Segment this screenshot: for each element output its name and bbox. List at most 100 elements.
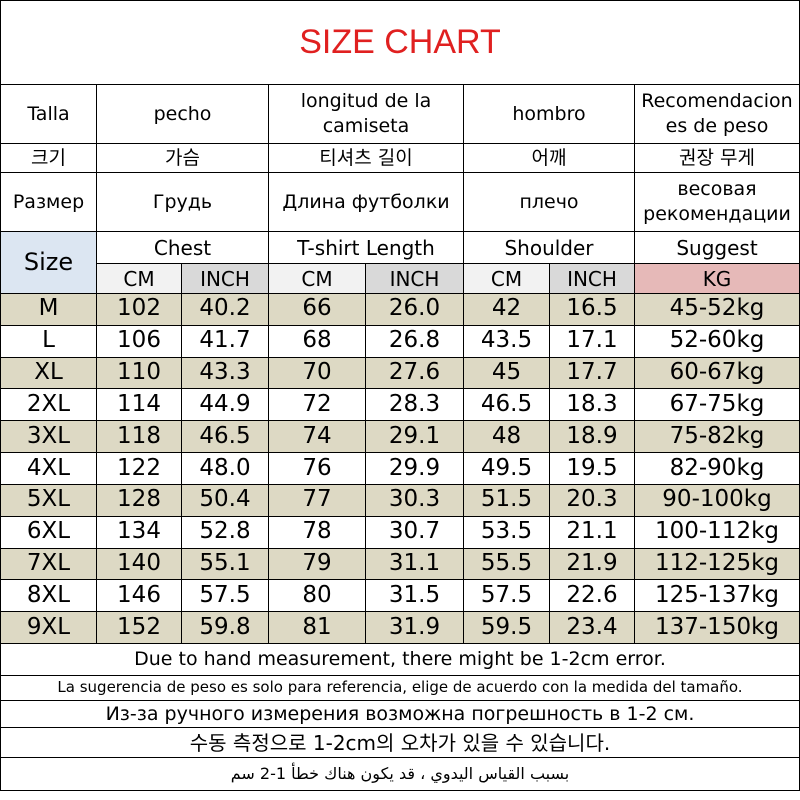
size-cell: M [0,293,97,326]
value-cell: 43.3 [181,356,269,390]
value-cell: 134 [96,515,182,549]
header-cell: 티셔츠 길이 [268,143,464,173]
value-cell: 42 [463,293,550,326]
unit-header: INCH [181,263,269,294]
value-cell: 78 [268,515,366,549]
value-cell: 82-90kg [634,452,800,485]
value-cell: 55.5 [463,547,550,581]
header-cell: 크기 [0,143,97,173]
header-cell: pecho [96,84,269,144]
size-cell: 7XL [0,547,97,581]
value-cell: 23.4 [549,611,635,644]
value-cell: 49.5 [463,452,550,485]
value-cell: 50.4 [181,483,269,517]
header-cell: весовая рекомендации [634,172,800,232]
value-cell: 22.6 [549,579,635,613]
value-cell: 31.9 [365,611,464,644]
value-cell: 52.8 [181,515,269,549]
value-cell: 45 [463,356,550,390]
unit-header: CM [463,263,550,294]
size-label: Size [0,231,97,294]
value-cell: 21.9 [549,547,635,581]
size-cell: 4XL [0,452,97,485]
value-cell: 81 [268,611,366,644]
value-cell: 59.5 [463,611,550,644]
size-cell: XL [0,356,97,390]
value-cell: 68 [268,324,366,358]
value-cell: 57.5 [463,579,550,613]
value-cell: 118 [96,420,182,454]
size-cell: 3XL [0,420,97,454]
unit-header: INCH [549,263,635,294]
value-cell: 128 [96,483,182,517]
value-cell: 27.6 [365,356,464,390]
value-cell: 137-150kg [634,611,800,644]
value-cell: 29.1 [365,420,464,454]
unit-header: INCH [365,263,464,294]
size-cell: 5XL [0,483,97,517]
value-cell: 52-60kg [634,324,800,358]
value-cell: 106 [96,324,182,358]
value-cell: 19.5 [549,452,635,485]
header-cell: Recomendaciones de peso [634,84,800,144]
group-header: Suggest [634,231,800,264]
size-cell: 9XL [0,611,97,644]
value-cell: 66 [268,293,366,326]
value-cell: 28.3 [365,388,464,422]
unit-header: CM [268,263,366,294]
value-cell: 26.0 [365,293,464,326]
value-cell: 41.7 [181,324,269,358]
note: Due to hand measurement, there might be … [0,643,800,676]
value-cell: 17.7 [549,356,635,390]
value-cell: 18.3 [549,388,635,422]
header-cell: 권장 무게 [634,143,800,173]
value-cell: 46.5 [463,388,550,422]
header-cell: Длина футболки [268,172,464,232]
title: SIZE CHART [0,0,800,85]
value-cell: 45-52kg [634,293,800,326]
value-cell: 20.3 [549,483,635,517]
value-cell: 30.7 [365,515,464,549]
value-cell: 74 [268,420,366,454]
group-header: T-shirt Length [268,231,464,264]
value-cell: 26.8 [365,324,464,358]
value-cell: 51.5 [463,483,550,517]
header-cell: Грудь [96,172,269,232]
note: بسبب القياس اليدوي ، قد يكون هناك خطأ 1-… [0,757,800,791]
value-cell: 102 [96,293,182,326]
value-cell: 67-75kg [634,388,800,422]
value-cell: 57.5 [181,579,269,613]
value-cell: 125-137kg [634,579,800,613]
value-cell: 29.9 [365,452,464,485]
value-cell: 59.8 [181,611,269,644]
value-cell: 53.5 [463,515,550,549]
value-cell: 79 [268,547,366,581]
value-cell: 18.9 [549,420,635,454]
value-cell: 112-125kg [634,547,800,581]
group-header: Shoulder [463,231,635,264]
value-cell: 16.5 [549,293,635,326]
header-cell: 어깨 [463,143,635,173]
value-cell: 31.5 [365,579,464,613]
note: La sugerencia de peso es solo para refer… [0,675,800,701]
value-cell: 77 [268,483,366,517]
size-cell: L [0,324,97,358]
value-cell: 100-112kg [634,515,800,549]
value-cell: 146 [96,579,182,613]
note: 수동 측정으로 1-2cm의 오차가 있을 수 있습니다. [0,727,800,758]
header-cell: hombro [463,84,635,144]
value-cell: 80 [268,579,366,613]
size-cell: 8XL [0,579,97,613]
unit-header: CM [96,263,182,294]
note: Из-за ручного измерения возможна погрешн… [0,700,800,728]
header-cell: 가슴 [96,143,269,173]
value-cell: 114 [96,388,182,422]
value-cell: 72 [268,388,366,422]
header-cell: longitud de la camiseta [268,84,464,144]
value-cell: 31.1 [365,547,464,581]
value-cell: 55.1 [181,547,269,581]
header-cell: Размер [0,172,97,232]
unit-header: KG [634,263,800,294]
value-cell: 40.2 [181,293,269,326]
